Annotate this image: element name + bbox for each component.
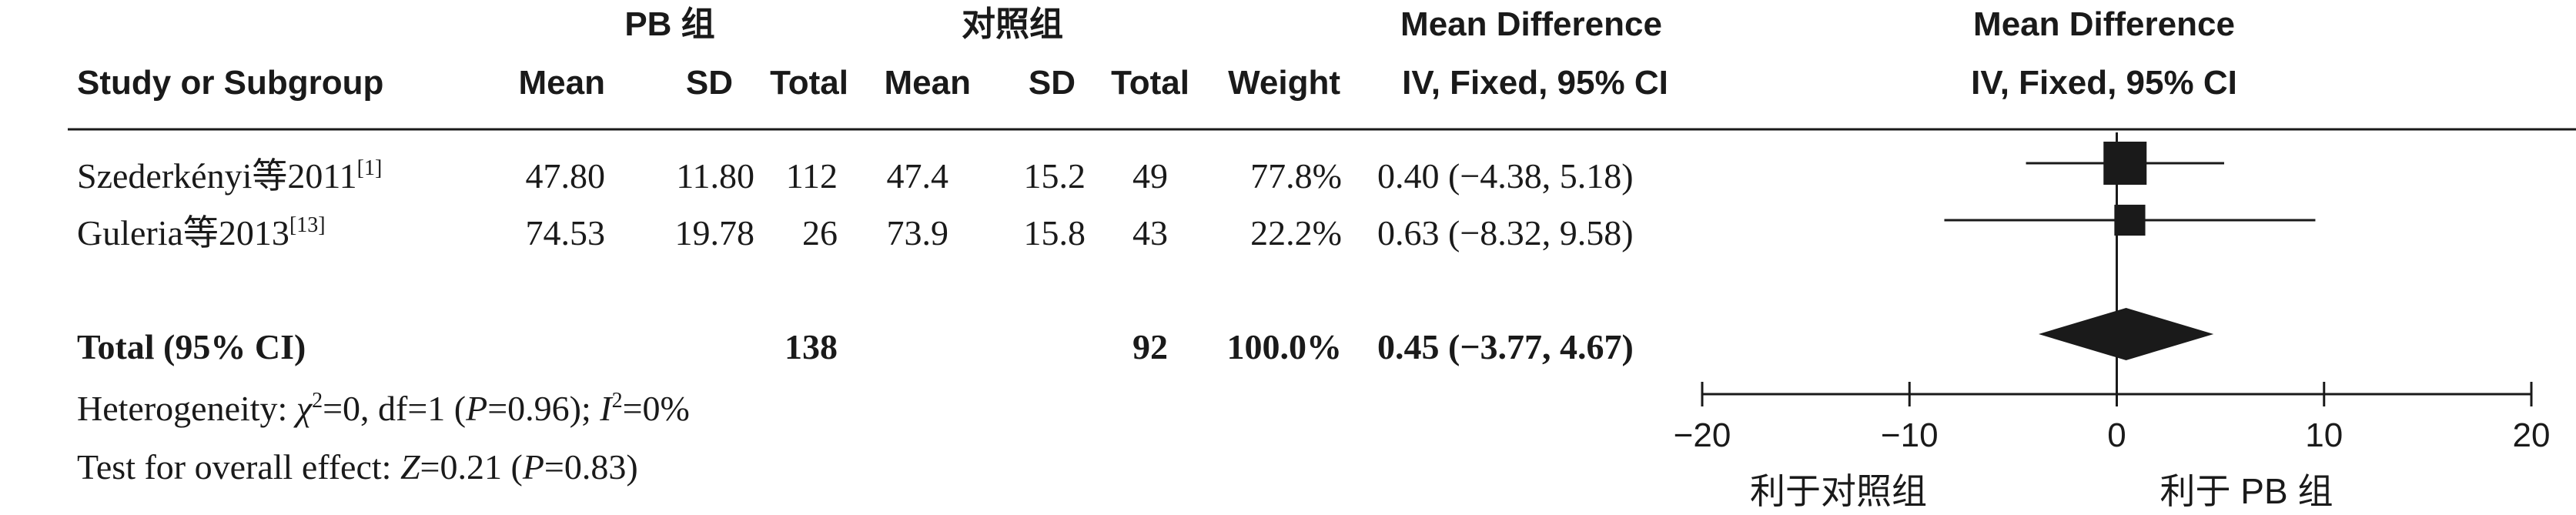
header-group-pb: PB 组 (624, 5, 714, 43)
i-symbol: I (599, 389, 614, 428)
pb-sd: 11.80 (676, 156, 754, 196)
heterogeneity-prefix: Heterogeneity: (77, 389, 296, 428)
i-rest: =0% (623, 389, 690, 428)
study-ref: [13] (289, 213, 326, 237)
ctrl-sd: 15.2 (1024, 156, 1086, 196)
forest-plot: −20 −10 0 10 20 (1674, 132, 2551, 454)
chi-symbol: χ (293, 389, 313, 428)
study-name: Guleria等2013[13] (77, 213, 326, 252)
study-ref: [1] (357, 156, 383, 180)
chi-exponent: 2 (312, 389, 323, 413)
study-name: Szederkényi等2011[1] (77, 156, 382, 196)
study-row: Szederkényi等2011[1] 47.80 11.80 112 47.4… (77, 156, 1634, 196)
study-weight-square (2114, 204, 2146, 236)
x-tick-label: −10 (1881, 416, 1939, 454)
ctrl-mean: 73.9 (887, 213, 949, 252)
total-weight: 100.0% (1227, 327, 1343, 366)
ctrl-total: 43 (1132, 213, 1168, 252)
pb-sd: 19.78 (675, 213, 755, 252)
header-pb-sd: SD (686, 64, 733, 102)
total-label: Total (95% CI) (77, 327, 306, 366)
p-symbol: P (465, 389, 487, 428)
total-ctrl: 92 (1132, 327, 1168, 366)
header-md-title-right: Mean Difference (1973, 5, 2235, 43)
chi-rest: =0, df=1 ( (323, 389, 466, 428)
heterogeneity-text: Heterogeneity: χ2=0, df=1 (P=0.96); I2=0… (77, 389, 690, 428)
z-rest: =0.21 ( (420, 447, 523, 487)
overall-prefix: Test for overall effect: (77, 447, 400, 487)
header-md-title-left: Mean Difference (1400, 5, 1662, 43)
study-name-text: Guleria等2013 (77, 213, 289, 252)
pb-total: 112 (786, 156, 838, 196)
ci-value: 0.40 (−4.38, 5.18) (1377, 156, 1634, 196)
p-rest: =0.96); (487, 389, 600, 428)
pb-mean: 74.53 (526, 213, 606, 252)
header-group-ctrl: 对照组 (962, 5, 1063, 43)
study-weight-square (2103, 142, 2147, 185)
weight-value: 22.2% (1250, 213, 1342, 252)
total-pb: 138 (785, 327, 838, 366)
ci-value: 0.63 (−8.32, 9.58) (1377, 213, 1634, 252)
header-study-col: Study or Subgroup (77, 64, 383, 102)
x-tick-label: −20 (1674, 416, 1731, 454)
header-md-method-left: IV, Fixed, 95% CI (1402, 64, 1668, 102)
total-ci: 0.45 (−3.77, 4.67) (1377, 327, 1634, 366)
ctrl-total: 49 (1132, 156, 1168, 196)
favors-right-label: 利于 PB 组 (2160, 471, 2333, 511)
total-row: Total (95% CI) 138 92 100.0% 0.45 (−3.77… (77, 327, 1634, 366)
overall-effect-text: Test for overall effect: Z=0.21 (P=0.83) (77, 447, 638, 487)
i-exponent: 2 (612, 389, 623, 413)
header-weight: Weight (1228, 64, 1340, 102)
p-symbol: P (522, 447, 544, 487)
ctrl-sd: 15.8 (1024, 213, 1086, 252)
x-tick-label: 10 (2305, 416, 2343, 454)
z-symbol: Z (400, 447, 420, 487)
favors-left-label: 利于对照组 (1750, 471, 1927, 511)
header-pb-mean: Mean (519, 64, 605, 102)
ctrl-mean: 47.4 (887, 156, 949, 196)
header-ctrl-sd: SD (1029, 64, 1076, 102)
x-tick-label: 20 (2513, 416, 2551, 454)
header-pb-total: Total (770, 64, 848, 102)
study-name-text: Szederkényi等2011 (77, 156, 357, 196)
p-rest: =0.83) (544, 447, 638, 487)
pb-mean: 47.80 (526, 156, 606, 196)
header-ctrl-total: Total (1111, 64, 1189, 102)
pooled-diamond (2038, 308, 2214, 360)
weight-value: 77.8% (1250, 156, 1342, 196)
study-row: Guleria等2013[13] 74.53 19.78 26 73.9 15.… (77, 213, 1634, 252)
header-md-method-right: IV, Fixed, 95% CI (1971, 64, 2237, 102)
x-tick-label: 0 (2107, 416, 2126, 454)
header-ctrl-mean: Mean (885, 64, 971, 102)
pb-total: 26 (802, 213, 838, 252)
